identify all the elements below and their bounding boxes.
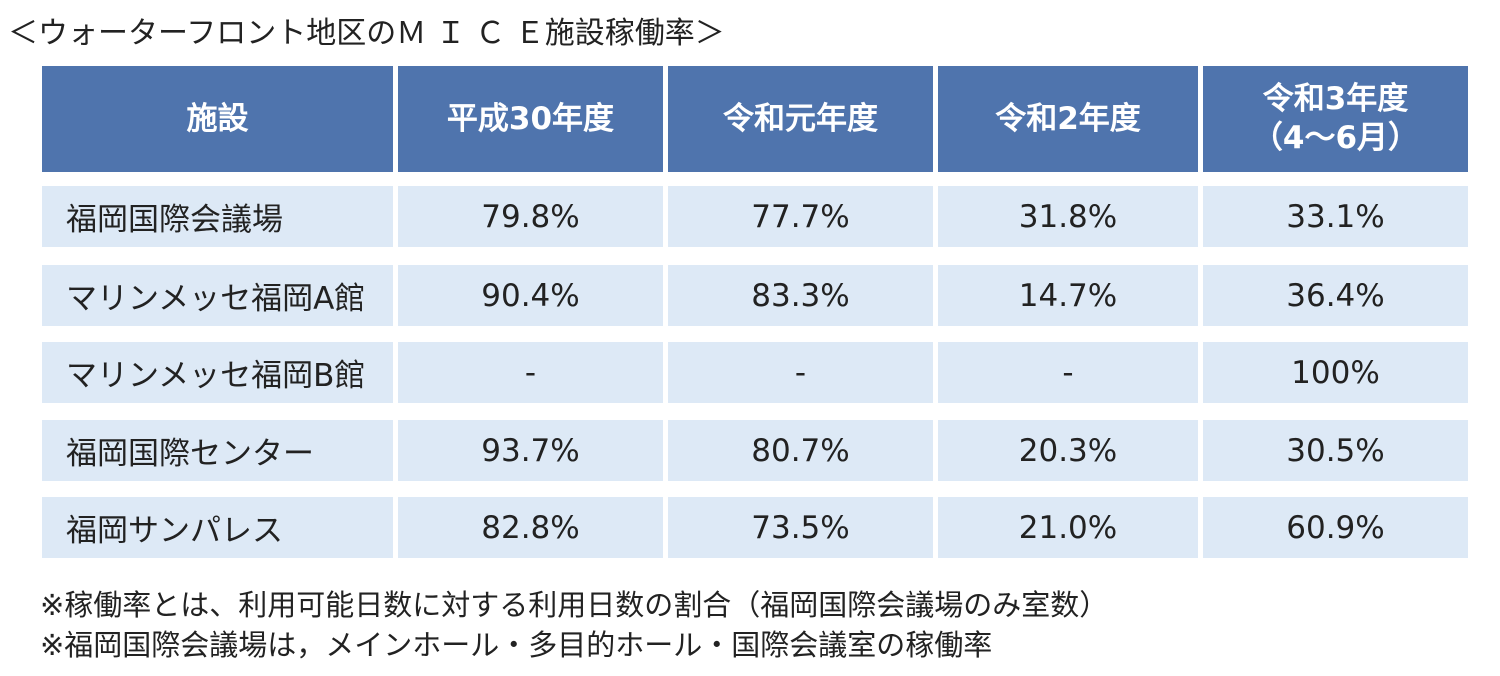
row-label: 福岡国際会議場 xyxy=(42,186,393,247)
cell: 77.7% xyxy=(668,186,933,247)
row-label: マリンメッセ福岡B館 xyxy=(42,342,393,403)
cell: 21.0% xyxy=(938,497,1198,558)
cell: 73.5% xyxy=(668,497,933,558)
header-cell: 平成30年度 xyxy=(398,66,663,172)
header-cell: 令和3年度 （4～6月） xyxy=(1203,66,1468,172)
header-cell: 施設 xyxy=(42,66,393,172)
cell: 100% xyxy=(1203,342,1468,403)
row-label: 福岡サンパレス xyxy=(42,497,393,558)
cell: 82.8% xyxy=(398,497,663,558)
cell: 20.3% xyxy=(938,420,1198,481)
cell: - xyxy=(938,342,1198,403)
cell: 36.4% xyxy=(1203,265,1468,326)
header-line: （4～6月） xyxy=(1251,120,1420,156)
cell: 14.7% xyxy=(938,265,1198,326)
cell: 79.8% xyxy=(398,186,663,247)
header-line: 令和3年度 xyxy=(1262,81,1409,118)
row-label: マリンメッセ福岡A館 xyxy=(42,265,393,326)
cell: - xyxy=(668,342,933,403)
header-cell: 令和元年度 xyxy=(668,66,933,172)
cell: 31.8% xyxy=(938,186,1198,247)
cell: 60.9% xyxy=(1203,497,1468,558)
note: ※福岡国際会議場は，メインホール・多目的ホール・国際会議室の稼働率 xyxy=(40,628,993,662)
cell: 30.5% xyxy=(1203,420,1468,481)
cell: 33.1% xyxy=(1203,186,1468,247)
title: ＜ウォーターフロント地区のＭ Ｉ Ｃ Ｅ施設稼働率＞ xyxy=(8,16,725,51)
row-label: 福岡国際センター xyxy=(42,420,393,481)
header-cell: 令和2年度 xyxy=(938,66,1198,172)
cell: 90.4% xyxy=(398,265,663,326)
cell: 80.7% xyxy=(668,420,933,481)
cell: 83.3% xyxy=(668,265,933,326)
cell: 93.7% xyxy=(398,420,663,481)
cell: - xyxy=(398,342,663,403)
note: ※稼働率とは、利用可能日数に対する利用日数の割合（福岡国際会議場のみ室数） xyxy=(40,588,1109,622)
